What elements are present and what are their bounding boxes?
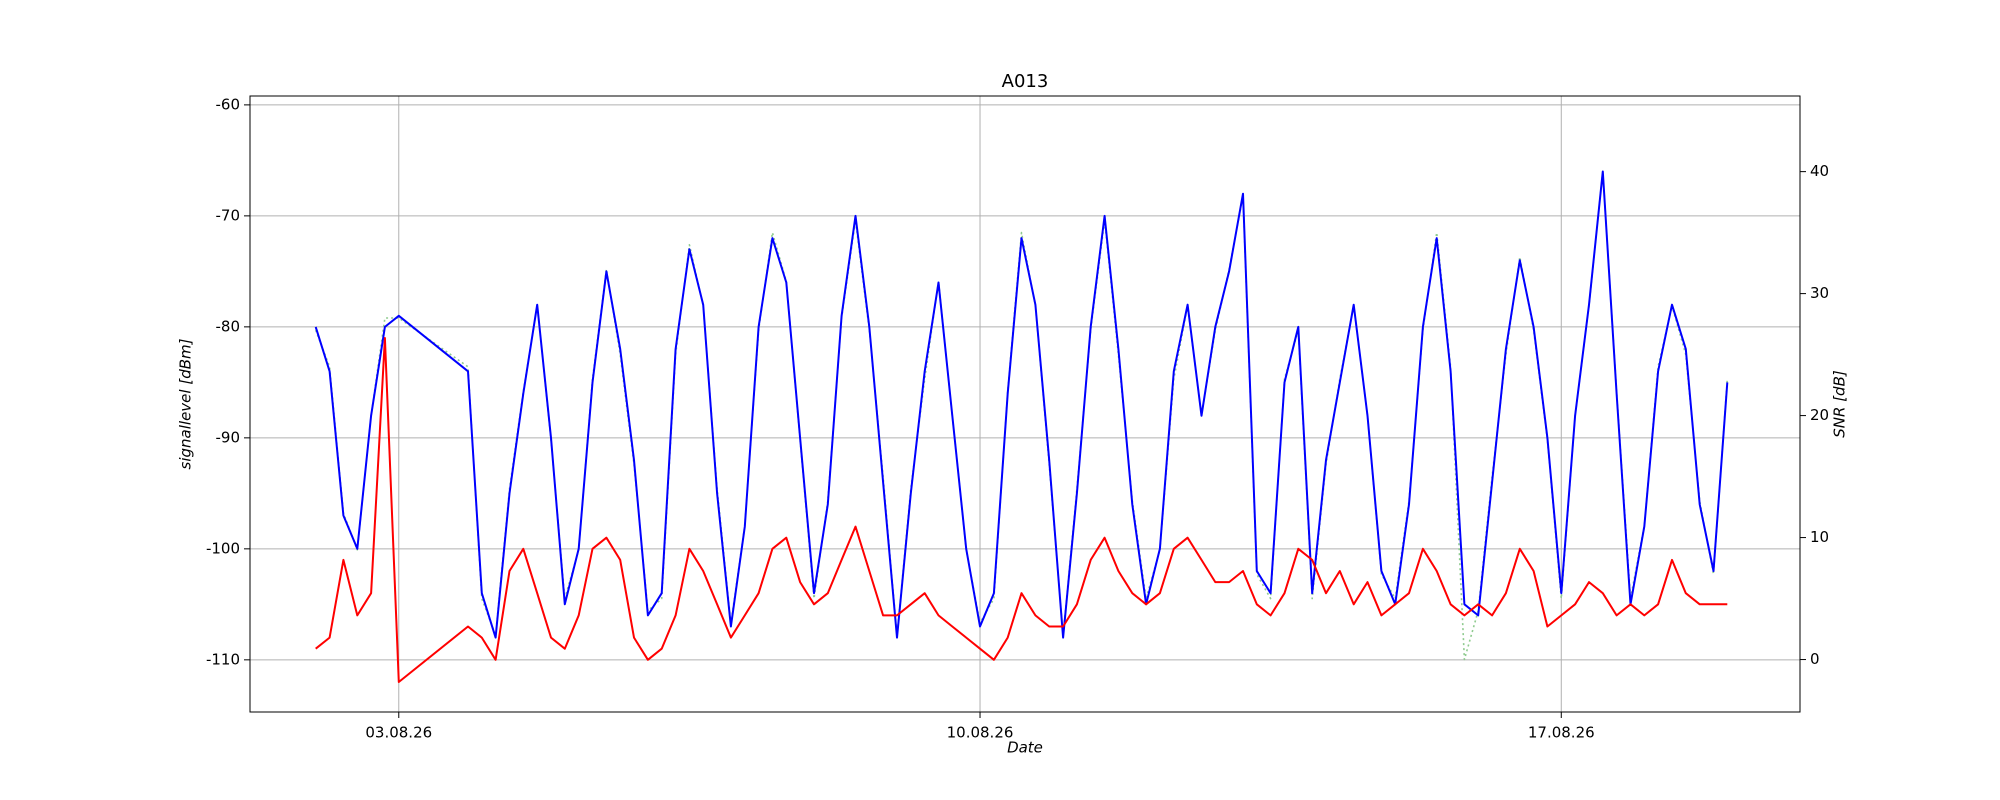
y2-tick-label: 20 <box>1810 406 1829 424</box>
y2-tick-label: 40 <box>1810 162 1829 180</box>
y-tick-label: -80 <box>216 317 241 335</box>
chart-title: A013 <box>1002 71 1049 92</box>
y-tick-label: -110 <box>206 650 240 668</box>
y-tick-label: -60 <box>216 95 241 113</box>
y-axis-label: signallevel [dBm] <box>177 338 195 469</box>
series-line <box>315 337 1728 683</box>
y2-axis-label: SNR [dB] <box>1831 370 1849 438</box>
y-tick-label: -100 <box>206 539 240 557</box>
x-tick-label: 03.08.26 <box>365 724 432 742</box>
y-tick-label: -70 <box>216 206 241 224</box>
series-line <box>314 170 1729 639</box>
y2-tick-label: 10 <box>1810 528 1829 546</box>
plot-frame <box>249 95 1801 713</box>
y2-tick-label: 30 <box>1810 284 1829 302</box>
x-axis-label: Date <box>1007 739 1043 757</box>
y2-tick-label: 0 <box>1810 650 1820 668</box>
y-tick-label: -90 <box>216 428 241 446</box>
x-tick-label: 17.08.26 <box>1528 724 1595 742</box>
x-tick-label: 10.08.26 <box>947 724 1014 742</box>
